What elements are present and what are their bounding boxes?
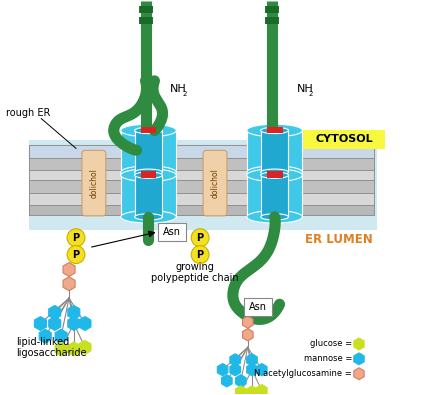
Ellipse shape [261, 172, 289, 178]
Polygon shape [55, 342, 67, 356]
Bar [261, 130, 289, 172]
Ellipse shape [247, 166, 302, 179]
FancyBboxPatch shape [303, 130, 385, 149]
Bar [266, 171, 283, 178]
Text: Asn: Asn [249, 302, 267, 312]
Polygon shape [55, 329, 67, 343]
Polygon shape [68, 316, 80, 331]
Polygon shape [230, 363, 240, 376]
Polygon shape [30, 145, 374, 158]
Bar [30, 170, 374, 180]
Bar [121, 130, 176, 172]
Text: P: P [72, 233, 79, 243]
Text: P: P [197, 233, 204, 243]
Bar [30, 158, 374, 170]
Ellipse shape [247, 211, 302, 223]
Text: NH: NH [296, 84, 313, 94]
Ellipse shape [121, 124, 176, 137]
Polygon shape [79, 316, 91, 331]
Polygon shape [247, 363, 257, 376]
Polygon shape [354, 338, 364, 350]
Text: rough ER: rough ER [7, 107, 51, 118]
Ellipse shape [261, 214, 289, 220]
Bar [247, 130, 302, 172]
Ellipse shape [247, 169, 302, 181]
Polygon shape [256, 363, 267, 376]
Polygon shape [236, 386, 246, 395]
Text: NH: NH [170, 84, 187, 94]
Text: P: P [72, 250, 79, 260]
Ellipse shape [135, 214, 162, 220]
Ellipse shape [121, 166, 176, 179]
Bar [247, 175, 302, 217]
Ellipse shape [121, 211, 176, 223]
Text: 2: 2 [308, 91, 313, 97]
Polygon shape [63, 277, 75, 291]
Polygon shape [63, 263, 75, 276]
Polygon shape [39, 329, 51, 343]
Text: glucose =: glucose = [310, 339, 352, 348]
Polygon shape [49, 316, 61, 331]
Bar [30, 180, 374, 193]
Text: ER LUMEN: ER LUMEN [305, 233, 373, 246]
Circle shape [67, 229, 85, 246]
Polygon shape [236, 375, 246, 387]
Ellipse shape [247, 124, 302, 137]
Polygon shape [243, 316, 253, 328]
Bar [141, 126, 156, 134]
Polygon shape [68, 305, 80, 319]
Text: dolichol: dolichol [210, 168, 220, 198]
Text: P: P [197, 250, 204, 260]
FancyBboxPatch shape [203, 150, 227, 216]
FancyBboxPatch shape [82, 150, 106, 216]
Polygon shape [247, 354, 257, 366]
Circle shape [191, 229, 209, 246]
Text: dolichol: dolichol [89, 168, 99, 198]
Text: ligosaccharide: ligosaccharide [16, 348, 87, 358]
Polygon shape [221, 375, 232, 387]
Bar [121, 175, 176, 217]
Bar [266, 126, 283, 134]
Bar [135, 130, 162, 172]
Ellipse shape [135, 169, 162, 175]
Polygon shape [243, 329, 253, 341]
Circle shape [67, 246, 85, 263]
Bar [30, 193, 374, 205]
Polygon shape [256, 384, 267, 395]
Text: lipid-linked: lipid-linked [16, 337, 70, 347]
Text: 2: 2 [182, 91, 187, 97]
FancyBboxPatch shape [158, 223, 186, 241]
Polygon shape [217, 363, 228, 376]
Bar [30, 205, 374, 215]
Polygon shape [79, 340, 91, 354]
Bar [135, 175, 162, 217]
Text: CYTOSOL: CYTOSOL [315, 134, 373, 145]
Ellipse shape [135, 172, 162, 178]
Ellipse shape [261, 169, 289, 175]
Bar [261, 175, 289, 217]
Ellipse shape [121, 169, 176, 181]
Polygon shape [230, 354, 240, 366]
Polygon shape [354, 368, 364, 380]
Polygon shape [34, 316, 46, 331]
Text: growing
polypeptide chain: growing polypeptide chain [151, 261, 239, 283]
Polygon shape [68, 342, 80, 356]
Polygon shape [354, 353, 364, 365]
Ellipse shape [135, 127, 162, 134]
FancyBboxPatch shape [244, 298, 272, 316]
Polygon shape [49, 305, 61, 319]
Polygon shape [247, 386, 257, 395]
Bar [30, 140, 377, 230]
Circle shape [191, 246, 209, 263]
Text: N acetylglucosamine =: N acetylglucosamine = [254, 369, 352, 378]
Text: mannose =: mannose = [304, 354, 352, 363]
Bar [141, 171, 156, 178]
Ellipse shape [261, 127, 289, 134]
Text: Asn: Asn [163, 227, 181, 237]
